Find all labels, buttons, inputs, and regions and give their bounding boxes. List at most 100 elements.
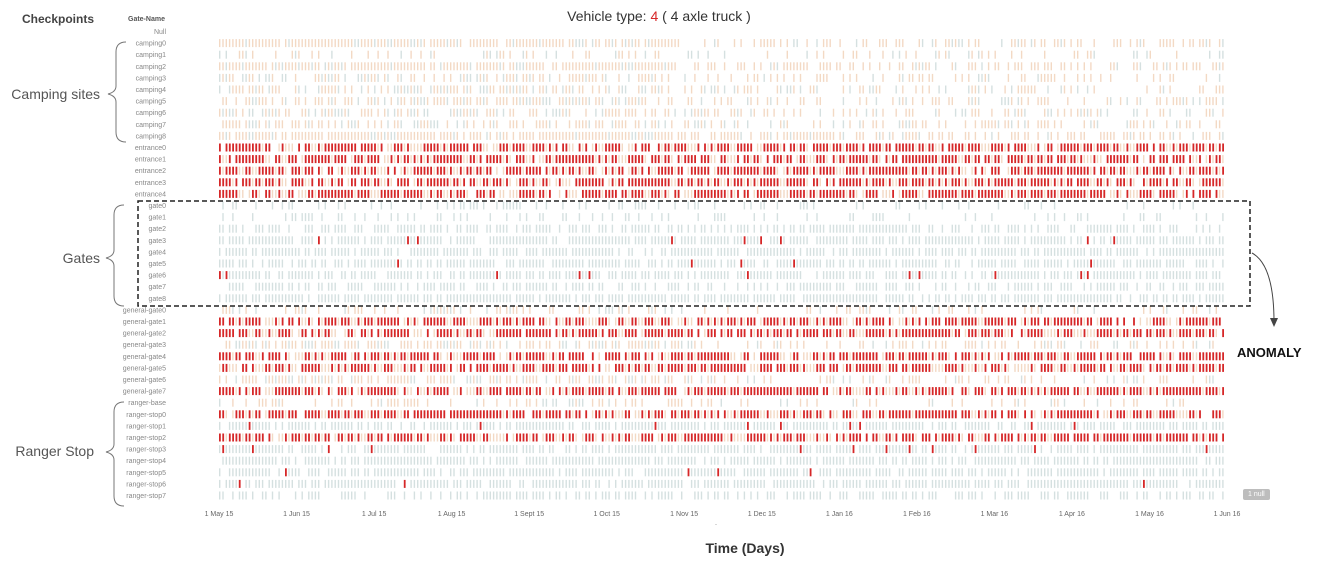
group-label-camping: Camping sites bbox=[11, 86, 100, 102]
heatmap-cell bbox=[690, 166, 693, 175]
heatmap-cell bbox=[304, 143, 307, 152]
heatmap-cell bbox=[1047, 62, 1049, 71]
heatmap-cell bbox=[390, 271, 392, 280]
heatmap-cell bbox=[568, 259, 571, 268]
heatmap-cell bbox=[997, 201, 1000, 210]
heatmap-cell bbox=[654, 62, 656, 71]
heatmap-cell bbox=[436, 178, 439, 187]
heatmap-cell bbox=[377, 50, 379, 59]
heatmap-cell bbox=[545, 85, 548, 94]
heatmap-cell bbox=[641, 155, 644, 164]
heatmap-cell bbox=[704, 236, 706, 245]
heatmap-cell bbox=[743, 85, 746, 94]
heatmap-cell bbox=[403, 39, 406, 48]
heatmap-cell bbox=[334, 39, 336, 48]
heatmap-cell bbox=[905, 189, 908, 198]
heatmap-cell bbox=[865, 108, 868, 117]
heatmap-cell bbox=[410, 143, 412, 152]
heatmap-cell bbox=[1073, 50, 1076, 59]
heatmap-cell bbox=[1159, 143, 1162, 152]
heatmap-cell bbox=[912, 131, 914, 140]
heatmap-cell bbox=[1169, 247, 1171, 256]
heatmap-cell bbox=[839, 247, 841, 256]
heatmap-cell bbox=[219, 108, 221, 117]
heatmap-cell bbox=[453, 108, 455, 117]
heatmap-cell bbox=[921, 166, 924, 175]
row-label-camping2: camping2 bbox=[136, 64, 166, 71]
heatmap-cell bbox=[1034, 155, 1036, 164]
heatmap-cell bbox=[433, 97, 435, 106]
heatmap-cell bbox=[605, 189, 607, 198]
heatmap-cell bbox=[776, 155, 779, 164]
heatmap-cell bbox=[697, 294, 699, 303]
heatmap-cell bbox=[1060, 189, 1063, 198]
heatmap-cell bbox=[265, 282, 267, 291]
heatmap-cell bbox=[499, 224, 501, 233]
heatmap-cell bbox=[611, 97, 614, 106]
heatmap-cell bbox=[407, 317, 409, 326]
heatmap-cell bbox=[842, 155, 845, 164]
heatmap-cell bbox=[931, 143, 934, 152]
heatmap-cell bbox=[318, 85, 320, 94]
heatmap-cell bbox=[915, 305, 917, 314]
heatmap-cell bbox=[608, 131, 610, 140]
heatmap-cell bbox=[275, 317, 277, 326]
heatmap-cell bbox=[793, 224, 795, 233]
heatmap-cell bbox=[466, 294, 468, 303]
heatmap-cell bbox=[1169, 189, 1172, 198]
heatmap-cell bbox=[1090, 62, 1092, 71]
heatmap-cell bbox=[601, 236, 604, 245]
heatmap-cell bbox=[1215, 282, 1217, 291]
heatmap-cell bbox=[525, 97, 528, 106]
heatmap-cell bbox=[1106, 97, 1109, 106]
heatmap-cell bbox=[598, 236, 600, 245]
heatmap-cell bbox=[644, 85, 647, 94]
heatmap-cell bbox=[687, 178, 690, 187]
heatmap-cell bbox=[664, 271, 666, 280]
heatmap-cell bbox=[611, 271, 614, 280]
heatmap-cell bbox=[486, 39, 488, 48]
heatmap-cell bbox=[430, 155, 432, 164]
heatmap-cell bbox=[737, 189, 739, 198]
heatmap-cell bbox=[747, 247, 749, 256]
heatmap-cell bbox=[318, 166, 320, 175]
heatmap-cell bbox=[341, 108, 343, 117]
heatmap-cell bbox=[453, 62, 455, 71]
heatmap-cell bbox=[1222, 50, 1224, 59]
heatmap-cell bbox=[384, 247, 386, 256]
heatmap-cell bbox=[776, 189, 779, 198]
heatmap-cell bbox=[384, 259, 386, 268]
heatmap-cell bbox=[364, 236, 366, 245]
heatmap-cell bbox=[915, 131, 917, 140]
heatmap-cell bbox=[1113, 282, 1115, 291]
heatmap-cell bbox=[786, 131, 788, 140]
heatmap-cell bbox=[565, 143, 568, 152]
heatmap-cell bbox=[601, 120, 604, 129]
heatmap-cell bbox=[364, 317, 366, 326]
heatmap-cell bbox=[859, 224, 861, 233]
heatmap-cell bbox=[1202, 39, 1204, 48]
heatmap-cell bbox=[1195, 155, 1198, 164]
heatmap-cell bbox=[1123, 166, 1125, 175]
heatmap-cell bbox=[730, 131, 732, 140]
heatmap-cell bbox=[1126, 120, 1128, 129]
heatmap-cell bbox=[624, 97, 627, 106]
heatmap-cell bbox=[651, 73, 653, 82]
heatmap-cell bbox=[707, 73, 709, 82]
heatmap-cell bbox=[631, 108, 633, 117]
heatmap-cell bbox=[443, 131, 445, 140]
heatmap-cell bbox=[298, 131, 300, 140]
heatmap-cell bbox=[836, 62, 838, 71]
heatmap-cell bbox=[634, 189, 637, 198]
heatmap-cell bbox=[1080, 294, 1082, 303]
heatmap-cell bbox=[311, 259, 313, 268]
heatmap-cell bbox=[535, 189, 538, 198]
heatmap-cell bbox=[466, 213, 468, 222]
heatmap-cell bbox=[351, 62, 353, 71]
heatmap-cell bbox=[819, 120, 821, 129]
brace-gates bbox=[105, 204, 125, 307]
heatmap-cell bbox=[1202, 166, 1205, 175]
heatmap-cell bbox=[509, 271, 511, 280]
heatmap-cell bbox=[1014, 155, 1017, 164]
heatmap-cell bbox=[816, 85, 818, 94]
